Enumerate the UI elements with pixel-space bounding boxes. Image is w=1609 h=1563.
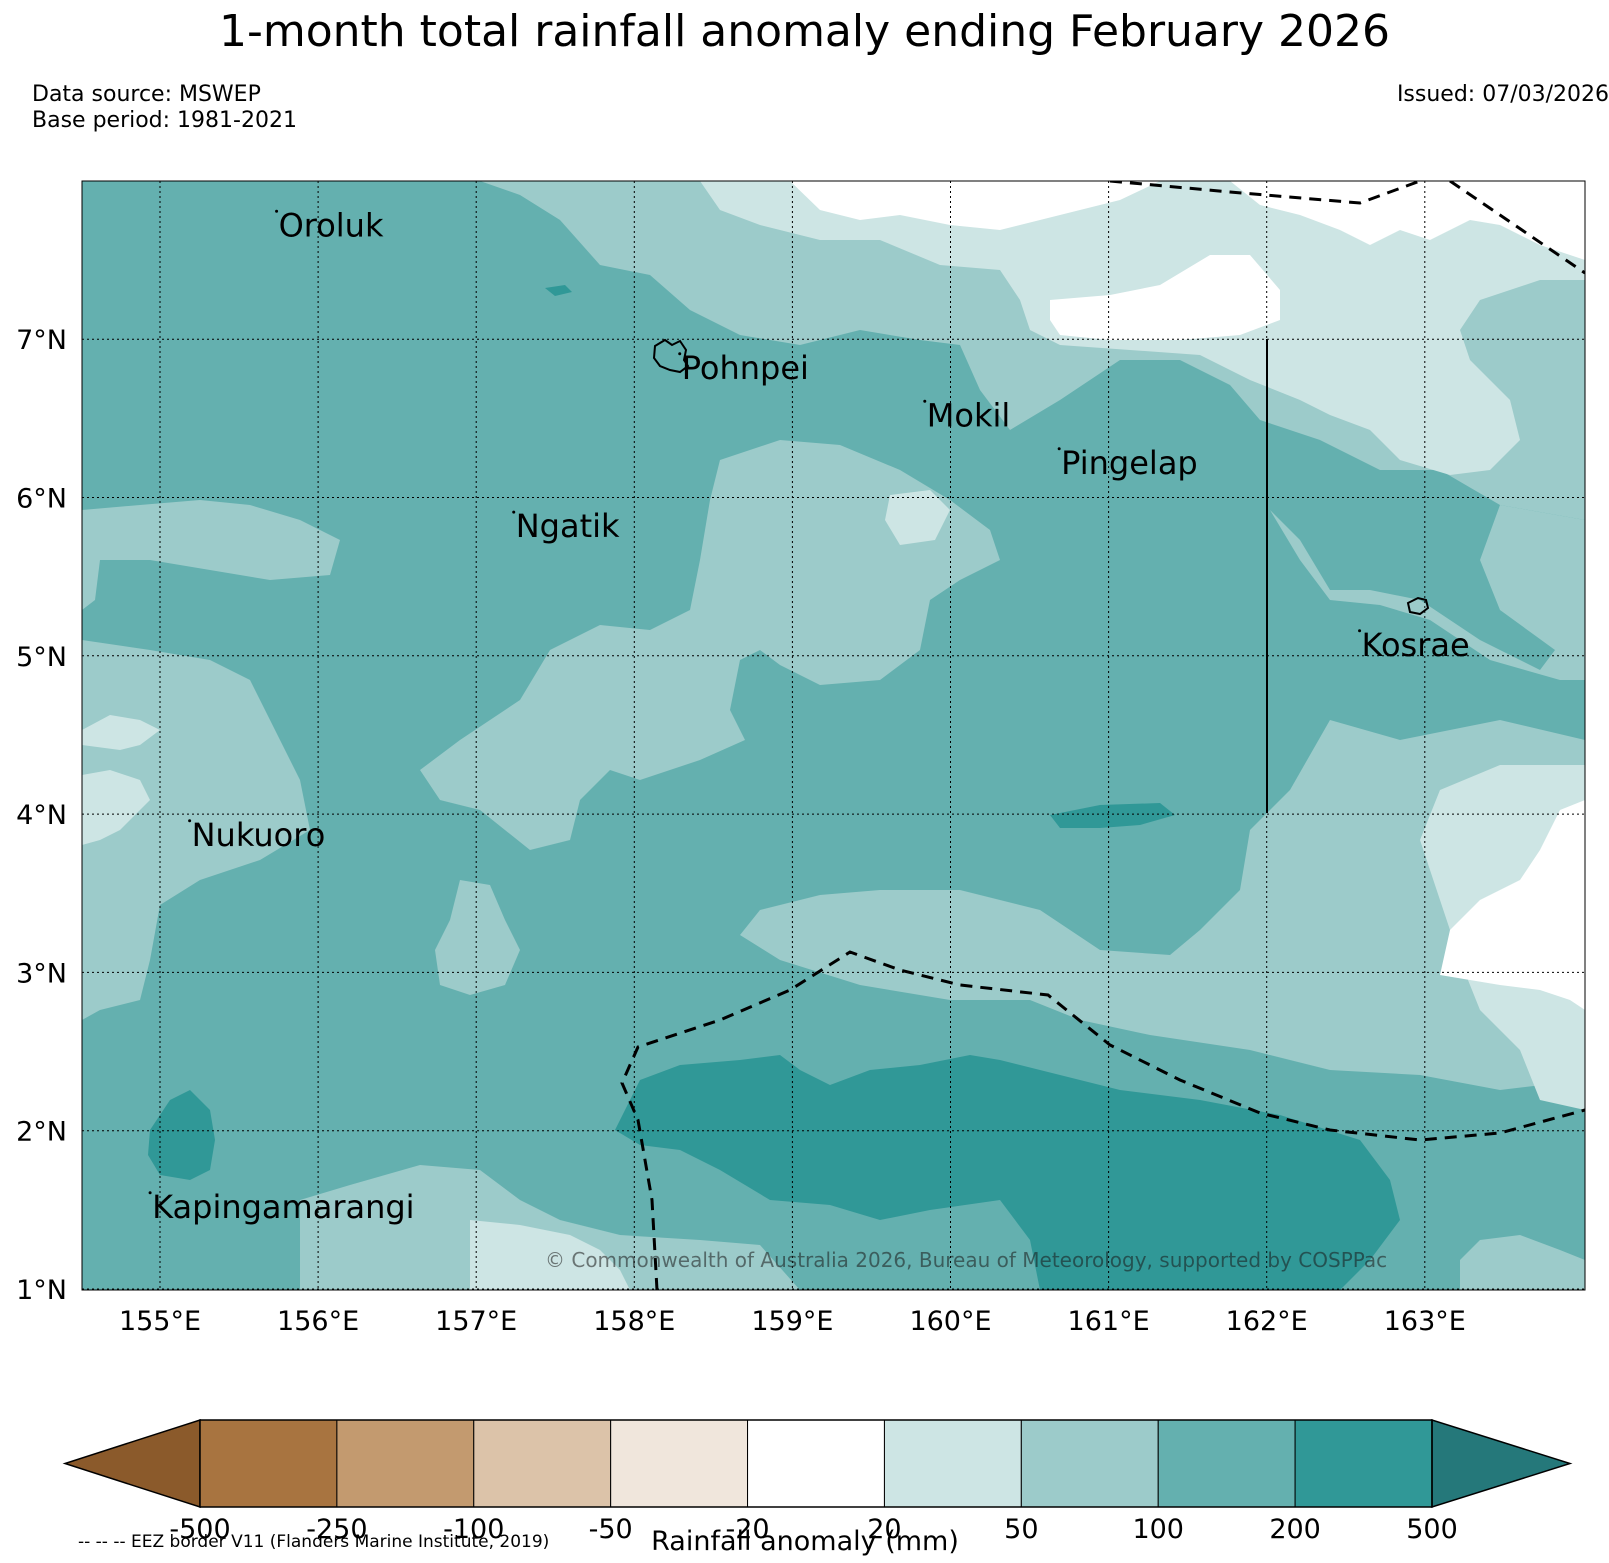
colorbar-tick-label: -20 <box>726 1514 770 1545</box>
colorbar-swatch <box>336 1419 475 1508</box>
colorbar-tick-label: 200 <box>1269 1514 1321 1545</box>
longitude-tick-label: 161°E <box>1068 1306 1150 1337</box>
anomaly-zone-20-50-westblip <box>82 715 160 750</box>
colorbar-title: Rainfall anomaly (mm) <box>651 1526 959 1557</box>
place-marker-pingelap <box>1057 447 1061 451</box>
anomaly-zone-200-500-southwest <box>148 1090 215 1180</box>
longitude-tick-label: 155°E <box>119 1306 201 1337</box>
copyright-notice: © Commonwealth of Australia 2026, Bureau… <box>545 1248 1387 1272</box>
longitude-tick-label: 156°E <box>277 1306 359 1337</box>
latitude-tick-label: 6°N <box>16 484 67 515</box>
place-marker-ngatik <box>512 510 516 514</box>
longitude-axis: 155°E 156°E 157°E 158°E 159°E 160°E 161°E 162°E… <box>119 1306 1466 1337</box>
eez-border-south <box>620 950 1585 1290</box>
colorbar-tick-label: 100 <box>1132 1514 1184 1545</box>
anomaly-zone-50-100-west <box>82 500 340 610</box>
colorbar-tick-label: -50 <box>589 1514 633 1545</box>
place-label-kapingamarangi: Kapingamarangi <box>152 1188 414 1226</box>
graticule <box>82 181 1585 1290</box>
place-marker-nukuoro <box>188 819 192 823</box>
anomaly-zone-200-500-band <box>1050 803 1175 828</box>
longitude-tick-label: 159°E <box>751 1306 833 1337</box>
place-label-oroluk: Oroluk <box>279 206 384 244</box>
colorbar-swatch <box>199 1419 338 1508</box>
colorbar-tick-label: 500 <box>1406 1514 1458 1545</box>
latitude-tick-label: 1°N <box>16 1275 67 1306</box>
source-info: Data source: MSWEP Base period: 1981-202… <box>32 82 297 134</box>
issued-date: Issued: 07/03/2026 <box>1396 82 1609 107</box>
anomaly-zone-20-50-south <box>470 1220 630 1290</box>
anomaly-zone-50-100-islet <box>435 880 520 995</box>
colorbar-swatch <box>1157 1419 1296 1508</box>
place-labels: Oroluk Pohnpei Mokil Pingelap Ngatik Kosrae Nu… <box>148 206 1470 1226</box>
place-marker-pohnpei <box>678 352 682 356</box>
colorbar-swatch <box>747 1419 885 1508</box>
base-period-text: Base period: 1981-2021 <box>32 108 297 133</box>
map-title: 1-month total rainfall anomaly ending Fe… <box>218 6 1390 57</box>
eez-border-north <box>1109 181 1421 205</box>
place-label-pohnpei: Pohnpei <box>682 349 809 387</box>
latitude-tick-label: 4°N <box>16 800 67 831</box>
place-label-pingelap: Pingelap <box>1061 444 1198 482</box>
anomaly-zone-50-100-bottom-right <box>1460 1235 1585 1290</box>
place-label-kosrae: Kosrae <box>1362 626 1470 664</box>
colorbar-tick-label: -250 <box>306 1514 367 1545</box>
anomaly-zone-50-100-southeast <box>740 720 1585 1090</box>
colorbar-swatch <box>610 1419 749 1508</box>
place-marker-kosrae <box>1358 629 1362 633</box>
anomaly-zone-50-100-south <box>300 1165 800 1290</box>
place-marker-oroluk <box>275 209 279 213</box>
kosrae-island-outline <box>1406 596 1430 616</box>
anomaly-zone-50-100-east <box>1270 505 1585 680</box>
place-marker-mokil <box>923 399 927 403</box>
colorbar-swatch <box>1294 1419 1433 1508</box>
anomaly-zone-200-500-south <box>615 1055 1400 1290</box>
colorbar-swatch <box>473 1419 612 1508</box>
colorbar-tick-label: 50 <box>1004 1514 1038 1545</box>
place-label-mokil: Mokil <box>927 396 1011 434</box>
latitude-tick-label: 7°N <box>16 325 67 356</box>
longitude-tick-label: 162°E <box>1226 1306 1308 1337</box>
eez-border-northeast <box>1449 181 1585 275</box>
place-label-ngatik: Ngatik <box>516 507 620 545</box>
colorbar-swatch <box>883 1419 1022 1508</box>
colorbar: -500 -250 -100 -50 -20 20 50 100 200 500 <box>62 1418 1573 1545</box>
place-marker-kapingamarangi <box>148 1191 152 1195</box>
colorbar-tick-label: -500 <box>169 1514 230 1545</box>
anomaly-zone-neutral-east <box>1050 255 1280 340</box>
place-label-nukuoro: Nukuoro <box>192 816 326 854</box>
anomaly-zone-50-100-centre <box>420 440 1000 850</box>
colorbar-tick-label: 20 <box>867 1514 901 1545</box>
colorbar-tick-label: -100 <box>443 1514 504 1545</box>
anomaly-zone-20-50-centre <box>885 490 950 545</box>
latitude-tick-label: 5°N <box>16 642 67 673</box>
pohnpei-island-outline <box>652 338 690 374</box>
longitude-tick-label: 158°E <box>593 1306 675 1337</box>
anomaly-zone-20-50-west <box>82 770 150 845</box>
colorbar-extend-low <box>62 1418 201 1509</box>
anomaly-zone-neutral-north <box>790 181 1160 230</box>
latitude-tick-label: 3°N <box>16 958 67 989</box>
longitude-tick-label: 163°E <box>1384 1306 1466 1337</box>
latitude-tick-label: 2°N <box>16 1117 67 1148</box>
map-frame <box>81 180 1586 1291</box>
colorbar-extend-high <box>1431 1418 1573 1509</box>
anomaly-zone-200-500-blip <box>545 285 572 296</box>
longitude-tick-label: 157°E <box>435 1306 517 1337</box>
latitude-axis: 1°N 2°N 3°N 4°N 5°N 6°N 7°N <box>16 325 67 1306</box>
colorbar-outline <box>199 1419 1433 1508</box>
colorbar-swatch <box>1020 1419 1159 1508</box>
longitude-tick-label: 160°E <box>909 1306 991 1337</box>
eez-border-note: -- -- -- EEZ border V11 (Flanders Marine… <box>78 1532 549 1552</box>
map-panel <box>82 181 1585 1290</box>
anomaly-zone-neutral-southeast <box>1440 800 1585 1010</box>
data-source-text: Data source: MSWEP <box>32 82 261 107</box>
